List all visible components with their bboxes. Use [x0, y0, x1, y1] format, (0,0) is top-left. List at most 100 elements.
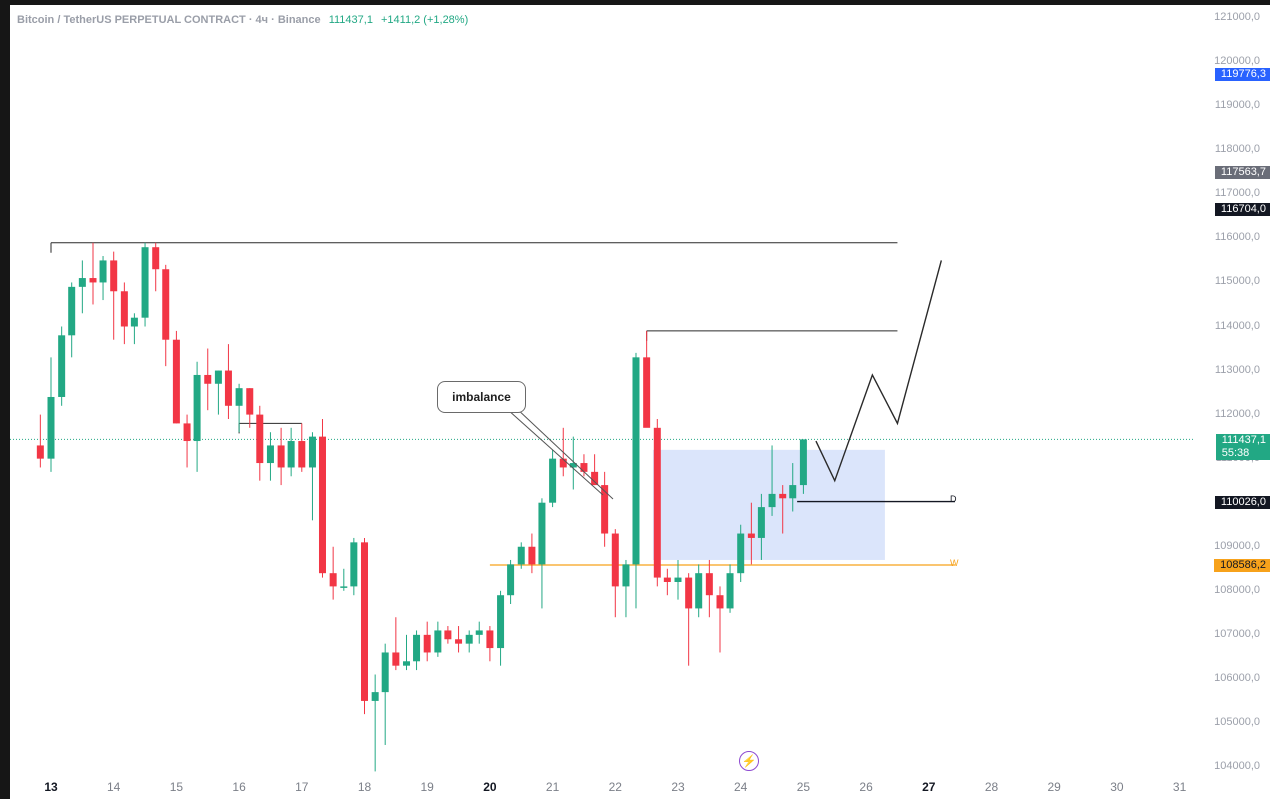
candle-body: [141, 247, 149, 318]
candle-body: [434, 630, 442, 653]
candle-body: [89, 278, 97, 283]
y-tick-label: 118000,0: [1214, 143, 1260, 156]
x-tick-label: 29: [1047, 780, 1061, 794]
candle-body: [172, 339, 180, 424]
flash-icon[interactable]: ⚡: [739, 751, 759, 771]
candle-body: [685, 577, 693, 609]
chart-header: Bitcoin / TetherUS PERPETUAL CONTRACT · …: [17, 14, 468, 26]
x-tick-label: 21: [545, 780, 560, 794]
projection-path: [815, 260, 943, 483]
y-tick-label: 114000,0: [1214, 319, 1260, 332]
candle-body: [266, 445, 274, 464]
candle-body: [318, 436, 326, 574]
y-tick-label: 121000,0: [1214, 11, 1260, 24]
x-tick-label: 30: [1110, 780, 1124, 794]
y-tick-label: 107000,0: [1214, 627, 1260, 640]
x-tick-label: 31: [1172, 780, 1187, 794]
candle-body: [308, 436, 316, 468]
x-tick-label: 16: [232, 780, 246, 794]
candle-body: [277, 445, 285, 468]
price-tag-black-mid: 110026,0: [1214, 496, 1270, 509]
price-tag-black-top: 116704,0: [1214, 203, 1270, 216]
callout-leader: [506, 408, 604, 496]
chart-frame: Bitcoin / TetherUS PERPETUAL CONTRACT · …: [10, 5, 1270, 799]
candle-body: [246, 388, 254, 415]
y-tick-label: 108000,0: [1214, 583, 1260, 596]
candle-body: [799, 439, 807, 486]
candle-body: [361, 542, 368, 701]
candle-body: [423, 634, 431, 653]
candle-body: [183, 423, 191, 442]
candle-body: [538, 502, 546, 565]
candle-body: [601, 485, 609, 534]
candle-body: [78, 278, 86, 287]
x-tick-label: 24: [734, 780, 748, 794]
candle-body: [120, 291, 128, 327]
y-tick-label: 106000,0: [1214, 671, 1260, 684]
candle-body: [497, 595, 505, 649]
y-tick-label: 104000,0: [1214, 760, 1260, 772]
symbol-label[interactable]: Bitcoin / TetherUS PERPETUAL CONTRACT · …: [17, 14, 321, 26]
candle-body: [674, 577, 682, 582]
candle-body: [580, 463, 588, 472]
candle-body: [611, 533, 619, 587]
candle-body: [569, 463, 577, 468]
candle-body: [737, 533, 745, 574]
candle-body: [152, 247, 160, 270]
candle-body: [486, 630, 494, 649]
candle-body: [162, 269, 170, 340]
candle-body: [256, 414, 264, 464]
y-tick-label: 112000,0: [1214, 407, 1260, 420]
callout-leader: [514, 406, 614, 500]
y-tick-label: 105000,0: [1214, 715, 1260, 728]
candle-body: [779, 493, 787, 499]
price-change: +1411,2 (+1,28%): [381, 14, 469, 26]
imbalance-callout[interactable]: imbalance: [437, 381, 526, 413]
candle-body: [507, 564, 515, 596]
candle-body: [622, 564, 630, 587]
x-tick-label: 27: [922, 780, 936, 794]
candle-body: [475, 630, 483, 635]
x-tick-label: 19: [420, 780, 434, 794]
candle-body: [455, 639, 463, 644]
candle-body: [110, 260, 118, 292]
x-tick-label: 17: [295, 780, 309, 794]
last-price: 111437,1: [328, 14, 373, 26]
y-tick-label: 115000,0: [1214, 275, 1260, 288]
candle-body: [381, 652, 389, 693]
candle-body: [517, 546, 525, 565]
candle-body: [130, 317, 138, 327]
x-tick-label: 22: [608, 780, 622, 794]
candlestick-chart[interactable]: [10, 5, 1270, 799]
y-tick-label: 109000,0: [1214, 539, 1260, 552]
candle-body: [36, 445, 44, 459]
candle-body: [287, 441, 295, 468]
candle-body: [695, 573, 703, 609]
x-tick-label: 15: [169, 780, 184, 794]
x-tick-label: 13: [44, 780, 58, 794]
candle-body: [235, 388, 243, 406]
x-tick-label: 18: [357, 780, 372, 794]
candle-body: [716, 595, 724, 609]
candle-body: [632, 357, 640, 565]
w-level-label: W: [950, 558, 959, 568]
x-tick-label: 28: [984, 780, 999, 794]
candle-body: [591, 471, 599, 486]
candle-body: [193, 374, 201, 442]
y-tick-label: 113000,0: [1214, 363, 1260, 376]
candle-body: [392, 652, 400, 666]
x-tick-label: 25: [796, 780, 811, 794]
candle-body: [413, 634, 421, 662]
candle-body: [465, 634, 473, 644]
price-tag-orange: 108586,2: [1214, 559, 1270, 572]
candle-body: [549, 458, 557, 503]
d-level-label: D: [950, 494, 957, 504]
candle-body: [747, 533, 755, 538]
candle-body: [403, 661, 411, 666]
price-tag-current: 111437,1 55:38: [1215, 434, 1270, 460]
candle-body: [559, 458, 567, 468]
candle-body: [768, 493, 776, 508]
candle-body: [705, 573, 713, 596]
candle-body: [47, 396, 55, 459]
y-tick-label: 120000,0: [1214, 55, 1260, 68]
